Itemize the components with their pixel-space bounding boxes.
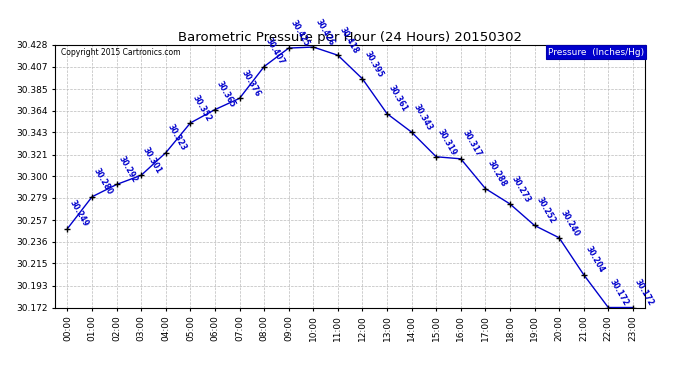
Text: 30.249: 30.249	[68, 199, 90, 228]
Text: 30.425: 30.425	[288, 18, 311, 48]
Text: 30.240: 30.240	[559, 208, 582, 238]
Text: 30.204: 30.204	[584, 245, 606, 274]
Text: 30.343: 30.343	[412, 102, 434, 132]
Text: 30.323: 30.323	[166, 123, 188, 153]
Text: 30.365: 30.365	[215, 80, 237, 110]
Title: Barometric Pressure per Hour (24 Hours) 20150302: Barometric Pressure per Hour (24 Hours) …	[178, 31, 522, 44]
Text: 30.292: 30.292	[117, 155, 139, 184]
Text: 30.418: 30.418	[338, 26, 360, 55]
Text: 30.301: 30.301	[141, 146, 164, 175]
Text: 30.352: 30.352	[190, 93, 213, 123]
Text: 30.172: 30.172	[609, 278, 631, 308]
Text: 30.395: 30.395	[362, 49, 385, 79]
Text: 30.172: 30.172	[633, 278, 656, 308]
Text: 30.280: 30.280	[92, 167, 115, 197]
Text: 30.361: 30.361	[387, 84, 409, 114]
Text: 30.273: 30.273	[510, 174, 533, 204]
Text: 30.407: 30.407	[264, 37, 286, 66]
Text: 30.376: 30.376	[239, 69, 262, 98]
Text: Copyright 2015 Cartronics.com: Copyright 2015 Cartronics.com	[61, 48, 181, 57]
Text: 30.317: 30.317	[461, 129, 483, 159]
Text: 30.288: 30.288	[485, 159, 508, 189]
Text: 30.252: 30.252	[535, 196, 557, 225]
Text: 30.426: 30.426	[313, 17, 335, 47]
Text: 30.319: 30.319	[436, 127, 459, 157]
Text: Pressure  (Inches/Hg): Pressure (Inches/Hg)	[548, 48, 644, 57]
